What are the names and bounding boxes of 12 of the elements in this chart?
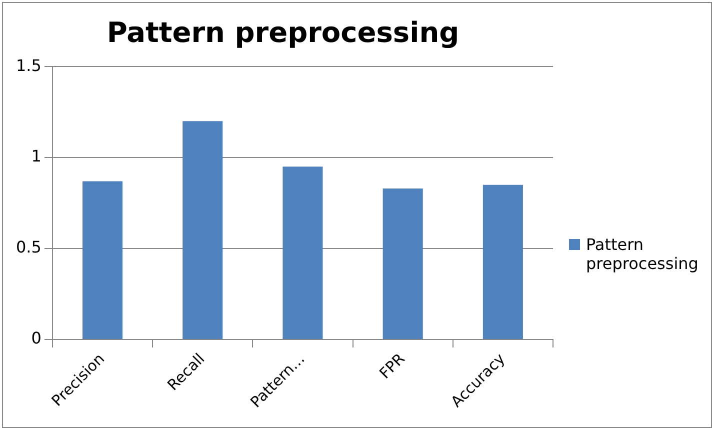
bar: [382, 188, 423, 340]
bar: [182, 121, 223, 340]
bar: [82, 181, 123, 340]
legend-label: Pattern preprocessing: [586, 235, 699, 273]
bar: [282, 166, 323, 340]
bar: [482, 184, 523, 340]
x-tick-label: FPR: [376, 350, 408, 382]
chart-title: Pattern preprocessing: [106, 16, 460, 50]
y-tick-label: 1.5: [16, 56, 42, 75]
y-tick-label: 1: [31, 146, 42, 166]
y-tick-label: 0.5: [16, 238, 42, 257]
y-tick-label: 0: [31, 328, 42, 348]
